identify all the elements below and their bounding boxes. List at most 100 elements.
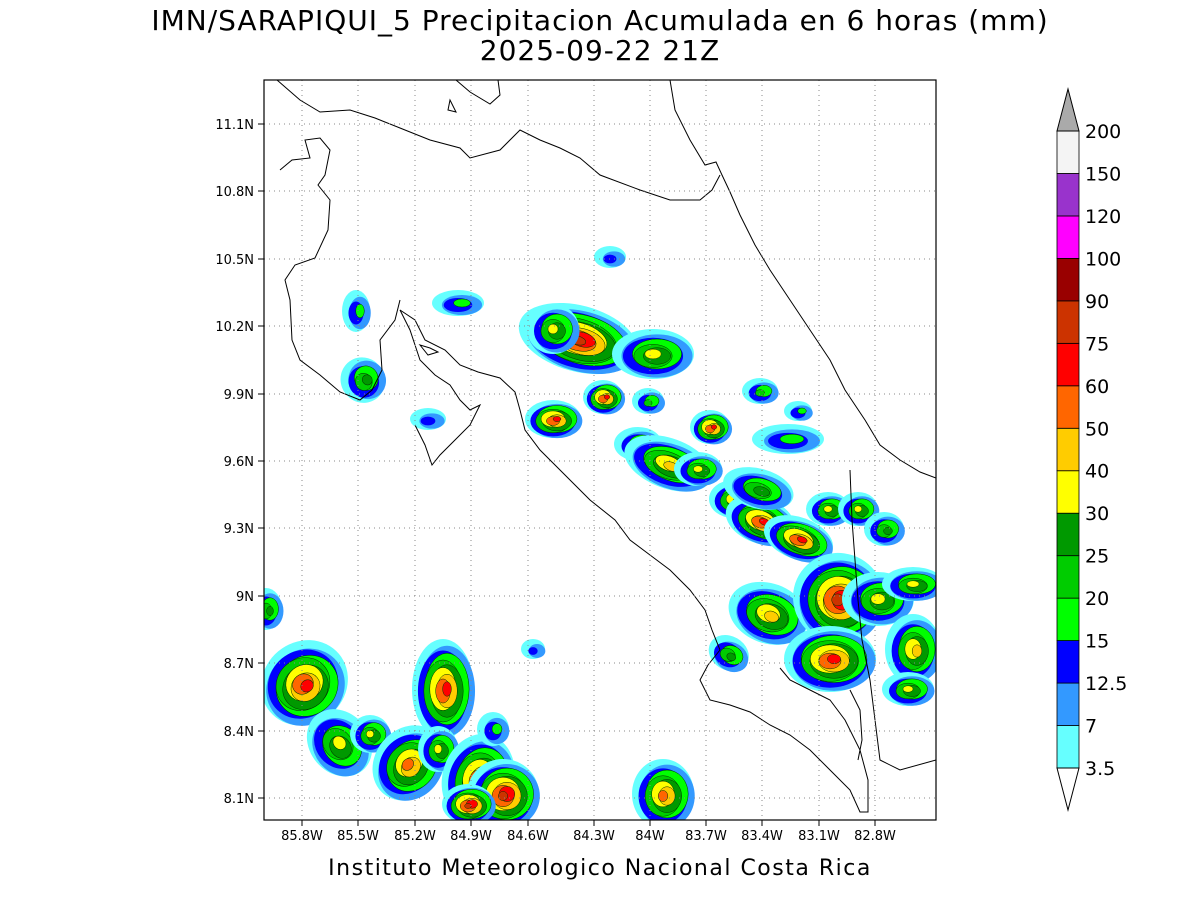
rain-cell: [690, 410, 733, 445]
lat-tick-label: 9.6N: [224, 455, 254, 470]
rain-cell: [432, 290, 484, 316]
rain-cell: [442, 784, 496, 820]
colorbar-swatch: [1056, 173, 1080, 217]
map-title: IMN/SARAPIQUI_5 Precipitacion Acumulada …: [151, 4, 1049, 37]
rain-contour: [420, 416, 436, 426]
rain-contour: [491, 723, 503, 735]
caribbean-coast: [669, 80, 936, 479]
rain-cell: [784, 626, 876, 692]
rain-cell: [264, 588, 284, 630]
colorbar-over-arrow: [1056, 87, 1080, 132]
lat-tick-label: 8.7N: [224, 657, 254, 672]
rain-contour: [693, 465, 703, 473]
rain-contour: [604, 394, 610, 400]
panama-border: [849, 469, 936, 771]
colorbar-label: 200: [1085, 121, 1121, 143]
rain-contour: [355, 303, 365, 319]
rain-contour: [755, 389, 765, 397]
rain-cell: [752, 424, 824, 454]
rain-cell: [864, 512, 905, 546]
lat-tick-label: 10.2N: [215, 320, 254, 335]
lon-tick-label: 85.8W: [281, 829, 323, 844]
colorbar-legend: 3.5 7 12.5 15 20 25 30 40 50 60 75 90 100 120 150 200: [1056, 87, 1127, 812]
nicoya-peninsula-east: [399, 309, 482, 467]
colorbar-swatch: [1056, 300, 1080, 344]
rain-cell: [742, 378, 779, 404]
colorbar-swatch: [1056, 725, 1080, 769]
rain-contour: [643, 399, 653, 407]
island-1: [447, 98, 457, 113]
colorbar-label: 40: [1085, 461, 1109, 483]
lat-tick-label: 9.9N: [224, 388, 254, 403]
lat-tick-label: 9N: [236, 590, 254, 605]
coastlines-and-borders: [276, 80, 936, 813]
island-2: [418, 344, 440, 356]
lat-tick-label: 10.5N: [215, 253, 254, 268]
rain-cell: [525, 400, 583, 439]
rain-contour: [266, 606, 274, 616]
rain-contour: [870, 593, 886, 605]
rain-contour: [823, 505, 833, 513]
rain-cell: [410, 408, 446, 430]
rain-contour: [853, 505, 863, 513]
colorbar-swatch: [1056, 215, 1080, 259]
colorbar-label: 150: [1085, 163, 1121, 185]
colorbar-swatch: [1056, 555, 1080, 599]
colorbar-label: 60: [1085, 376, 1109, 398]
nicaragua-lake-shore: [276, 80, 721, 201]
lon-tick-label: 84.3W: [573, 829, 615, 844]
rain-contour: [453, 298, 471, 308]
colorbar-label: 75: [1085, 333, 1109, 355]
pacific-coast-guanacaste: [279, 137, 401, 401]
map-frame: [263, 79, 937, 821]
precipitation-field: [264, 246, 936, 820]
rain-cell: [723, 467, 794, 510]
caribbean-coast-north: [455, 80, 501, 105]
colorbar-label: 90: [1085, 291, 1109, 313]
colorbar-under-arrow: [1056, 767, 1080, 812]
rain-contour: [797, 407, 807, 415]
golfo-dulce: [849, 689, 863, 761]
colorbar-label: 20: [1085, 588, 1109, 610]
longitude-labels: 85.8W 85.5W 85.2W 84.9W 84.6W 84.3W 84W 83.7W 83…: [281, 820, 896, 844]
colorbar-label: 50: [1085, 418, 1109, 440]
rain-cell: [594, 246, 626, 268]
lat-tick-label: 11.1N: [215, 118, 254, 133]
rain-cell: [612, 329, 694, 379]
rain-cell: [342, 290, 371, 332]
lon-tick-label: 83.1W: [798, 829, 840, 844]
rain-cell: [885, 614, 936, 684]
lon-tick-label: 83.7W: [685, 829, 727, 844]
rain-cell: [521, 639, 546, 659]
lat-tick-label: 9.3N: [224, 522, 254, 537]
latitude-labels: 11.1N 10.8N 10.5N 10.2N 9.9N 9.6N 9.3N 9N 8.7N 8.…: [215, 118, 264, 807]
rain-cell: [784, 401, 813, 421]
rain-contour: [401, 758, 414, 771]
lat-tick-label: 8.1N: [224, 792, 254, 807]
colorbar-label: 100: [1085, 248, 1121, 270]
map-grid: [264, 80, 936, 820]
rain-contour: [764, 610, 779, 623]
rain-contour: [779, 434, 805, 444]
rain-cell: [728, 581, 809, 645]
rain-cell: [708, 635, 749, 673]
colorbar-swatch: [1056, 385, 1080, 429]
colorbar-label: 12.5: [1085, 673, 1127, 695]
rain-cell: [838, 492, 880, 526]
lon-tick-label: 85.2W: [394, 829, 436, 844]
rain-contour: [433, 744, 443, 754]
lon-tick-label: 82.8W: [854, 829, 896, 844]
lon-tick-label: 84.6W: [507, 829, 549, 844]
colorbar-swatch: [1056, 130, 1080, 174]
colorbar-swatch: [1056, 597, 1080, 642]
colorbar-swatch: [1056, 682, 1080, 726]
rain-cell: [527, 304, 580, 354]
lon-tick-label: 85.5W: [337, 829, 379, 844]
colorbar-label: 15: [1085, 631, 1109, 653]
rain-contour: [464, 803, 472, 809]
colorbar-swatch: [1056, 342, 1080, 387]
rain-cell: [477, 712, 510, 746]
footer-credit: Instituto Meteorologico Nacional Costa R…: [328, 856, 872, 881]
colorbar-swatch: [1056, 427, 1080, 472]
